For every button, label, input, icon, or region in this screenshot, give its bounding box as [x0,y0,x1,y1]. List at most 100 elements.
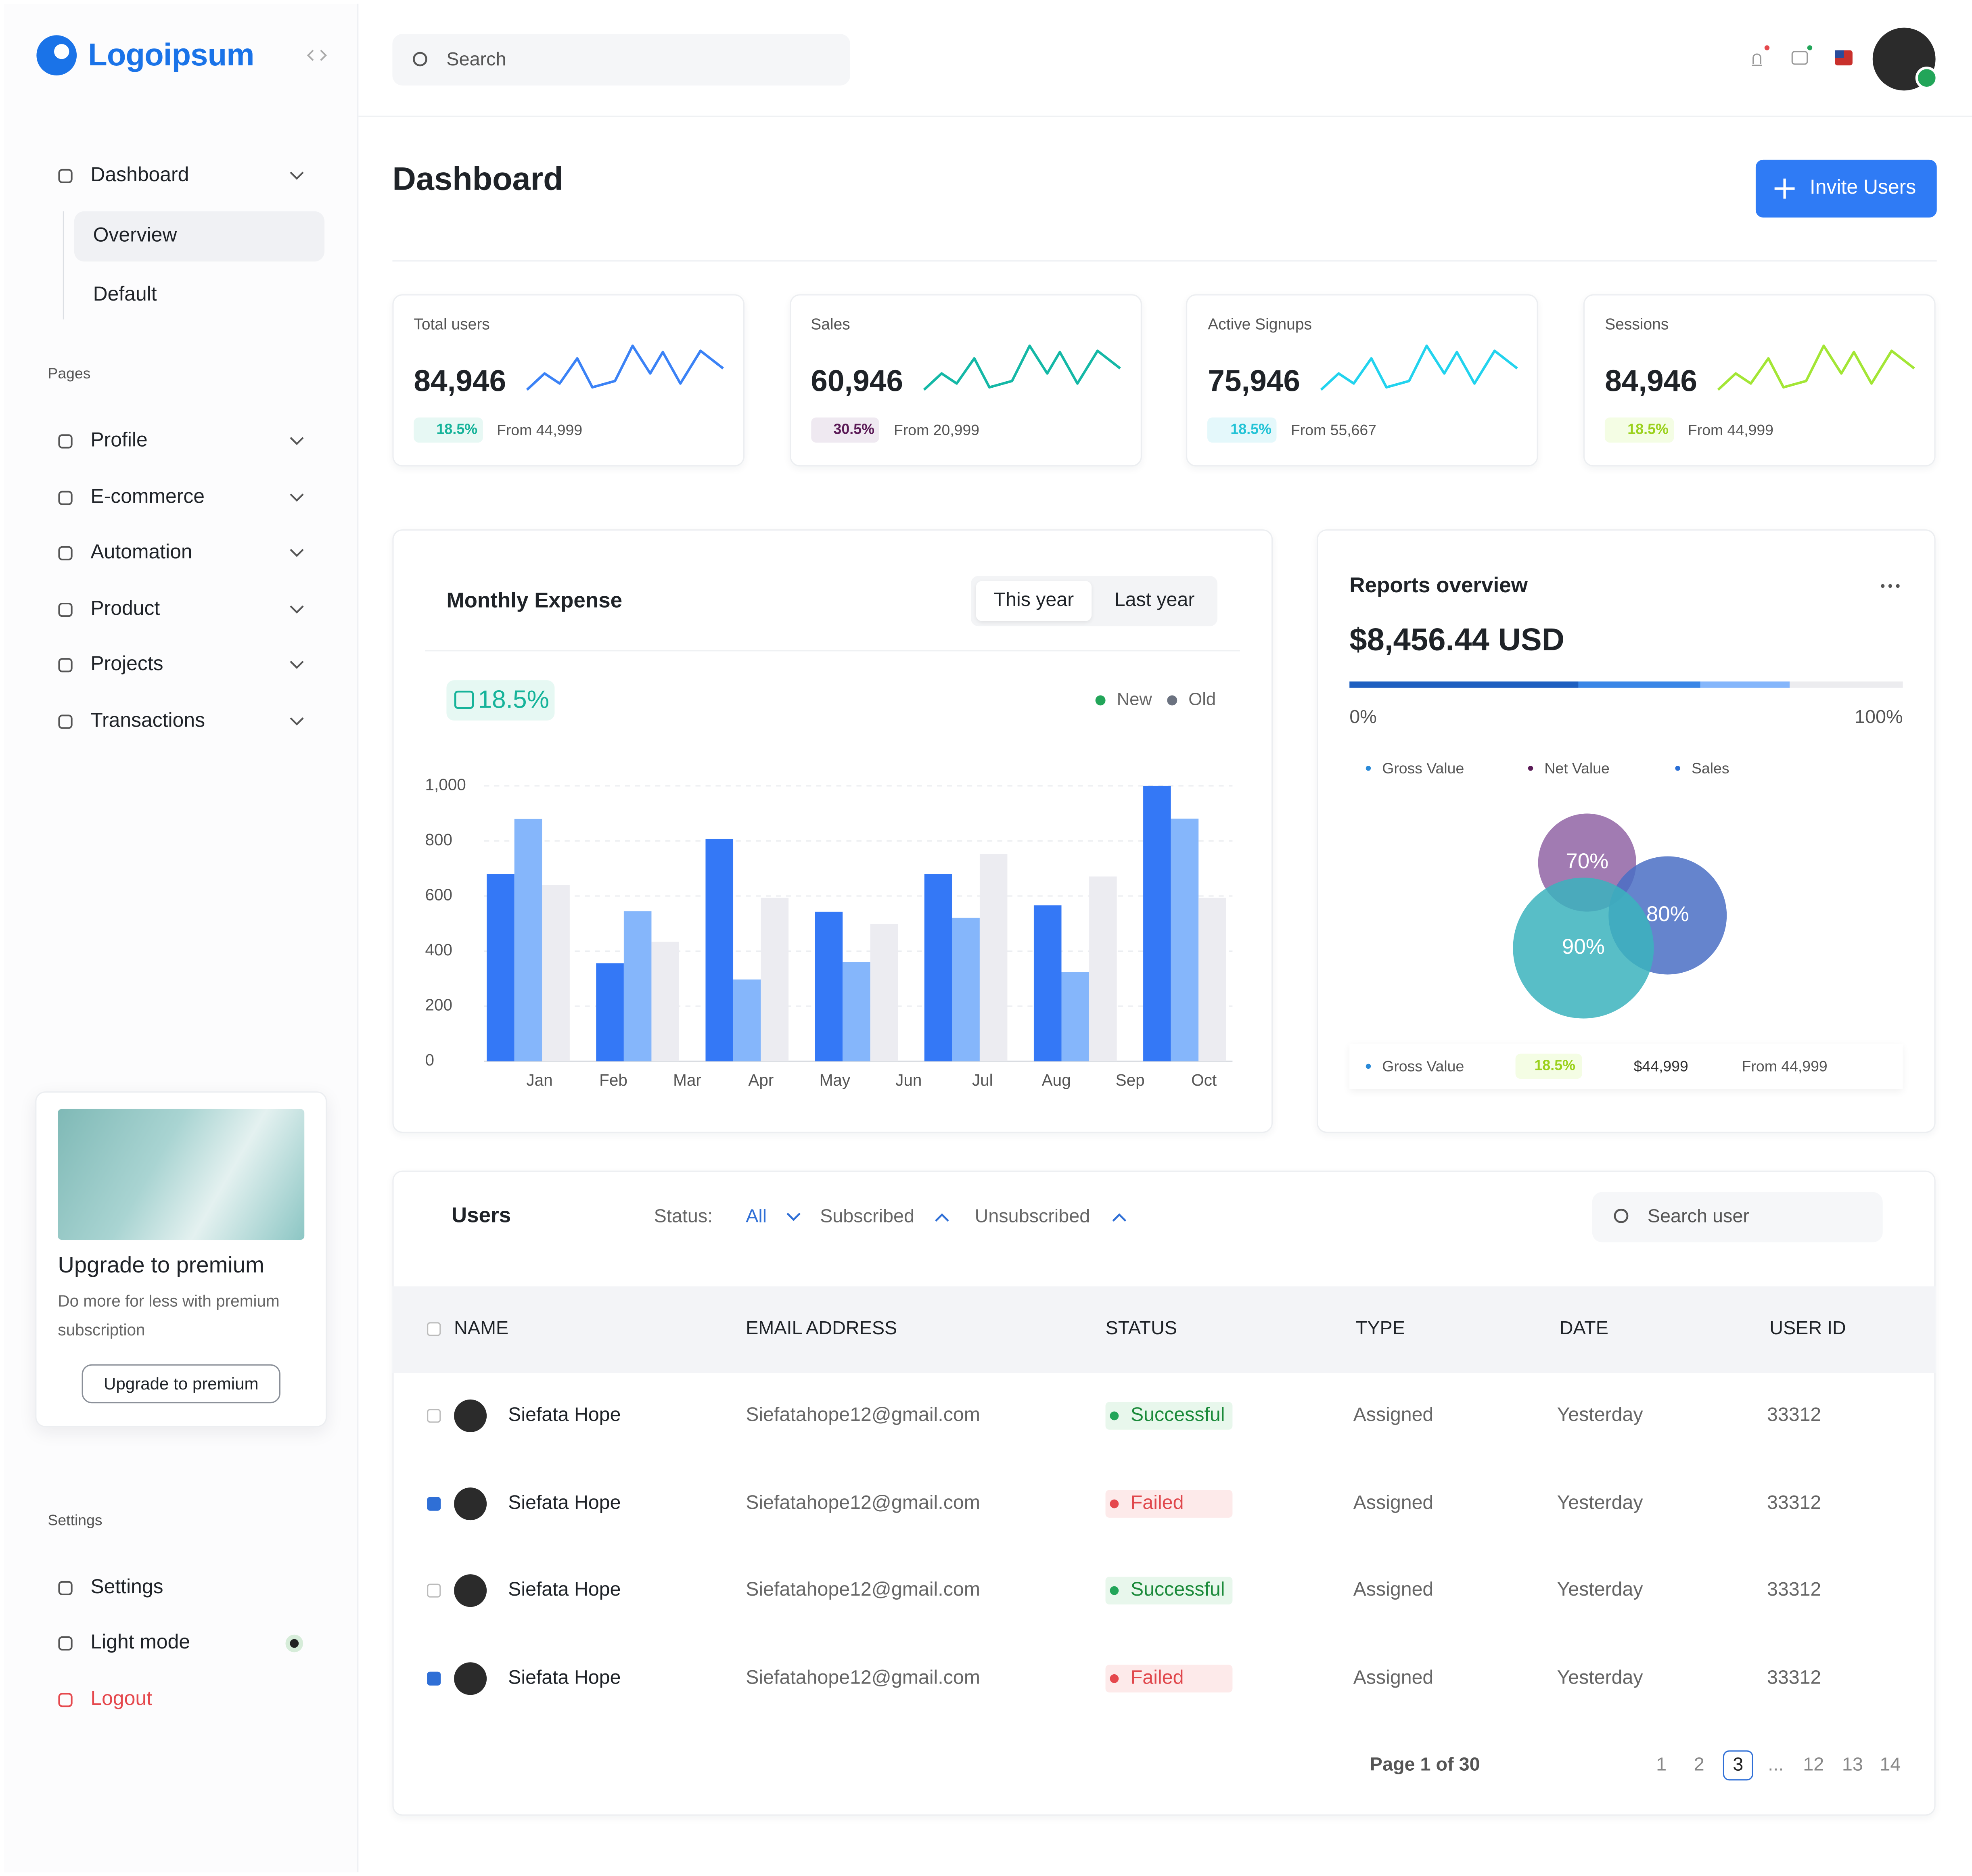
status-badge [1105,1665,1233,1693]
settings-item[interactable]: Light mode [90,1632,190,1654]
nav-subitem[interactable]: Overview [93,225,177,247]
notif-dot [1764,45,1770,50]
status-badge [1105,1490,1233,1518]
stat-value: 84,946 [414,364,506,399]
tab[interactable]: Last year [1114,589,1195,611]
report-amount: $8,456.44 USD [1349,622,1565,658]
stat-change-badge: 18.5% [1208,417,1277,443]
page-number[interactable]: 3 [1733,1754,1744,1776]
page-number[interactable]: 14 [1880,1754,1901,1776]
search-placeholder[interactable]: Search [446,49,506,71]
scale-label: 100% [1854,706,1903,728]
bell-icon[interactable] [1752,53,1762,66]
message-dot [1807,45,1813,50]
flag-icon[interactable] [1835,50,1853,66]
section-heading: Settings [48,1511,102,1529]
table-cell: Assigned [1353,1492,1434,1514]
stat-from: From 20,999 [893,421,980,439]
footer-change: 18.5% [1534,1059,1576,1074]
status-text: Failed [1130,1667,1184,1689]
stat-change: 18.5% [1230,422,1271,438]
profile-avatar[interactable] [1872,27,1936,91]
legend-label: Net Value [1544,759,1610,777]
logo-text: Logoipsum [88,38,254,73]
table-cell: Yesterday [1557,1404,1643,1426]
page-number[interactable]: 2 [1694,1754,1704,1776]
status-text: Failed [1130,1492,1184,1514]
footer-from: From 44,999 [1742,1057,1828,1075]
table-cell: Siefata Hope [508,1492,621,1514]
stat-change-badge: 30.5% [811,417,880,443]
nav-item[interactable]: Product [90,598,160,620]
stat-label: Sales [811,315,850,333]
table-cell: 33312 [1767,1492,1821,1514]
table-cell: 33312 [1767,1667,1821,1689]
column-header: NAME [454,1318,509,1339]
page-number[interactable]: 12 [1803,1754,1824,1776]
stat-from: From 44,999 [497,421,583,439]
user-search-box[interactable] [1592,1192,1883,1243]
settings-item[interactable]: Logout [90,1688,152,1710]
status-text: Successful [1130,1579,1225,1601]
promo-text: Do more for less with premium subscripti… [58,1291,280,1339]
table-cell: Siefatahope12@gmail.com [746,1579,980,1601]
nav-item[interactable]: Transactions [90,710,205,732]
stat-change-badge: 18.5% [414,417,483,443]
reports-footer [1349,1043,1903,1089]
settings-item[interactable]: Settings [90,1577,163,1598]
page-info: Page 1 of 30 [1370,1754,1480,1776]
reports-badge [1515,1053,1582,1079]
legend-label: Gross Value [1382,759,1464,777]
expense-change: 18.5% [478,686,550,714]
promo-button[interactable] [82,1364,281,1404]
status-badge [1105,1577,1233,1604]
stat-change: 18.5% [436,422,478,438]
column-header: TYPE [1355,1318,1405,1339]
table-cell: Assigned [1353,1579,1434,1601]
message-icon[interactable] [1791,51,1808,65]
nav-item[interactable]: E-commerce [90,487,205,508]
column-header: USER ID [1769,1318,1846,1339]
table-cell: Siefatahope12@gmail.com [746,1404,980,1426]
promo-image [58,1109,305,1240]
expense-divider [425,650,1240,652]
page-number[interactable]: 13 [1842,1754,1863,1776]
overview-highlight[interactable] [74,211,325,262]
search-box[interactable] [392,34,850,86]
page-box[interactable] [1723,1750,1753,1781]
stat-value: 84,946 [1605,364,1697,399]
page-number[interactable]: 1 [1656,1754,1667,1776]
active-tab[interactable] [976,581,1092,621]
invite-button-label[interactable]: Invite Users [1809,177,1916,199]
table-cell: Siefata Hope [508,1579,621,1601]
header-divider [358,115,1972,117]
nav-item[interactable]: Projects [90,654,163,675]
tab[interactable]: This year [993,589,1074,611]
table-cell: Yesterday [1557,1667,1643,1689]
nav-item[interactable]: Profile [90,430,148,451]
footer-value: $44,999 [1633,1057,1688,1075]
filter[interactable]: Subscribed [820,1205,914,1227]
card-title: Users [451,1203,511,1227]
stat-from: From 44,999 [1688,421,1773,439]
table-cell: 33312 [1767,1404,1821,1426]
legend-label: Sales [1691,759,1729,777]
page-number[interactable]: ... [1768,1754,1784,1776]
promo-button-label[interactable]: Upgrade to premium [104,1374,259,1393]
flag-canton [1835,50,1844,58]
filter[interactable]: All [746,1205,767,1227]
nav-item[interactable]: Automation [90,542,192,564]
stat-change: 18.5% [1627,422,1669,438]
nav-item[interactable]: Dashboard [90,165,189,186]
table-cell: Siefatahope12@gmail.com [746,1492,980,1514]
status-text: Successful [1130,1404,1225,1426]
filter[interactable]: Unsubscribed [974,1205,1090,1227]
table-cell: Siefata Hope [508,1404,621,1426]
nav-subitem[interactable]: Default [93,284,157,306]
table-header [392,1286,1936,1373]
stat-label: Active Signups [1208,315,1312,333]
table-cell: Yesterday [1557,1579,1643,1601]
user-search-placeholder[interactable]: Search user [1647,1205,1749,1227]
promo-title: Upgrade to premium [58,1252,264,1278]
